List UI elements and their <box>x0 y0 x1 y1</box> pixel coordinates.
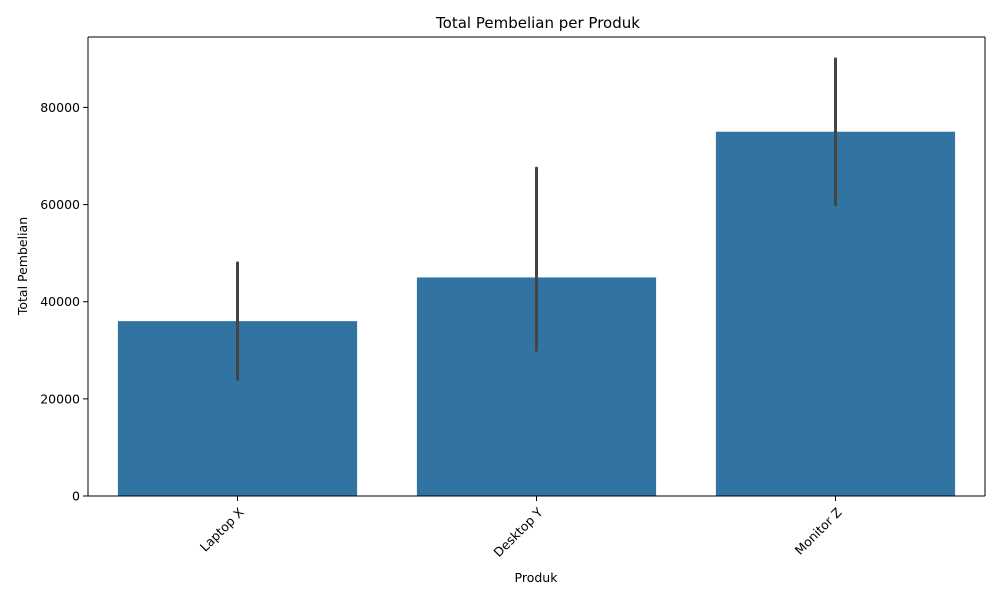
y-axis-label: Total Pembelian <box>15 217 30 316</box>
chart-title: Total Pembelian per Produk <box>435 14 640 32</box>
y-tick-label-0: 0 <box>72 489 80 504</box>
y-tick-label-4: 80000 <box>40 100 80 115</box>
x-tick-label-0: Laptop X <box>197 504 247 554</box>
x-axis-label: Produk <box>515 570 559 585</box>
x-tick-label-1: Desktop Y <box>490 504 546 560</box>
y-tick-label-2: 40000 <box>40 294 80 309</box>
y-tick-label-1: 20000 <box>40 391 80 406</box>
x-tick-label-2: Monitor Z <box>792 505 845 558</box>
y-tick-label-3: 60000 <box>40 197 80 212</box>
plot-area: 0 20000 40000 60000 80000 Laptop X Desktop Y Mo… <box>40 36 986 560</box>
